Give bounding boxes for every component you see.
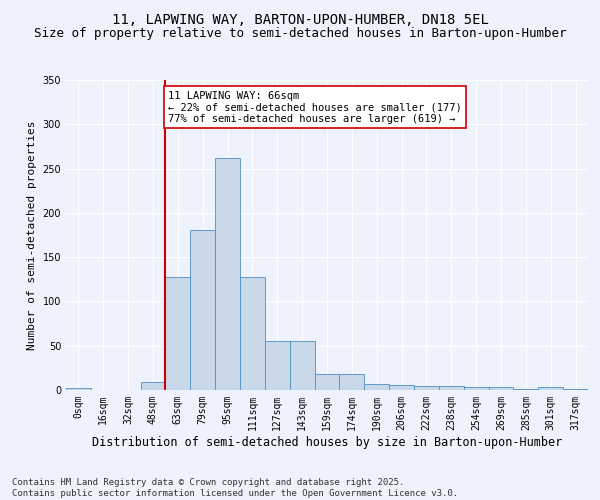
Bar	[563, 389, 588, 390]
Bar	[66, 388, 91, 390]
Bar	[314, 374, 340, 390]
Bar	[290, 342, 314, 390]
Bar	[215, 158, 240, 390]
Bar	[464, 388, 488, 390]
Text: Size of property relative to semi-detached houses in Barton-upon-Humber: Size of property relative to semi-detach…	[34, 28, 566, 40]
Text: Contains HM Land Registry data © Crown copyright and database right 2025.
Contai: Contains HM Land Registry data © Crown c…	[12, 478, 458, 498]
Y-axis label: Number of semi-detached properties: Number of semi-detached properties	[27, 120, 37, 350]
Text: 11, LAPWING WAY, BARTON-UPON-HUMBER, DN18 5EL: 11, LAPWING WAY, BARTON-UPON-HUMBER, DN1…	[112, 12, 488, 26]
Bar	[340, 374, 364, 390]
Bar	[488, 388, 514, 390]
X-axis label: Distribution of semi-detached houses by size in Barton-upon-Humber: Distribution of semi-detached houses by …	[92, 436, 562, 448]
Bar	[364, 384, 389, 390]
Bar	[514, 389, 538, 390]
Bar	[265, 342, 290, 390]
Bar	[166, 276, 190, 390]
Bar	[140, 382, 166, 390]
Bar	[538, 388, 563, 390]
Bar	[439, 386, 464, 390]
Bar	[240, 276, 265, 390]
Bar	[389, 384, 414, 390]
Bar	[190, 230, 215, 390]
Text: 11 LAPWING WAY: 66sqm
← 22% of semi-detached houses are smaller (177)
77% of sem: 11 LAPWING WAY: 66sqm ← 22% of semi-deta…	[168, 90, 461, 124]
Bar	[414, 386, 439, 390]
